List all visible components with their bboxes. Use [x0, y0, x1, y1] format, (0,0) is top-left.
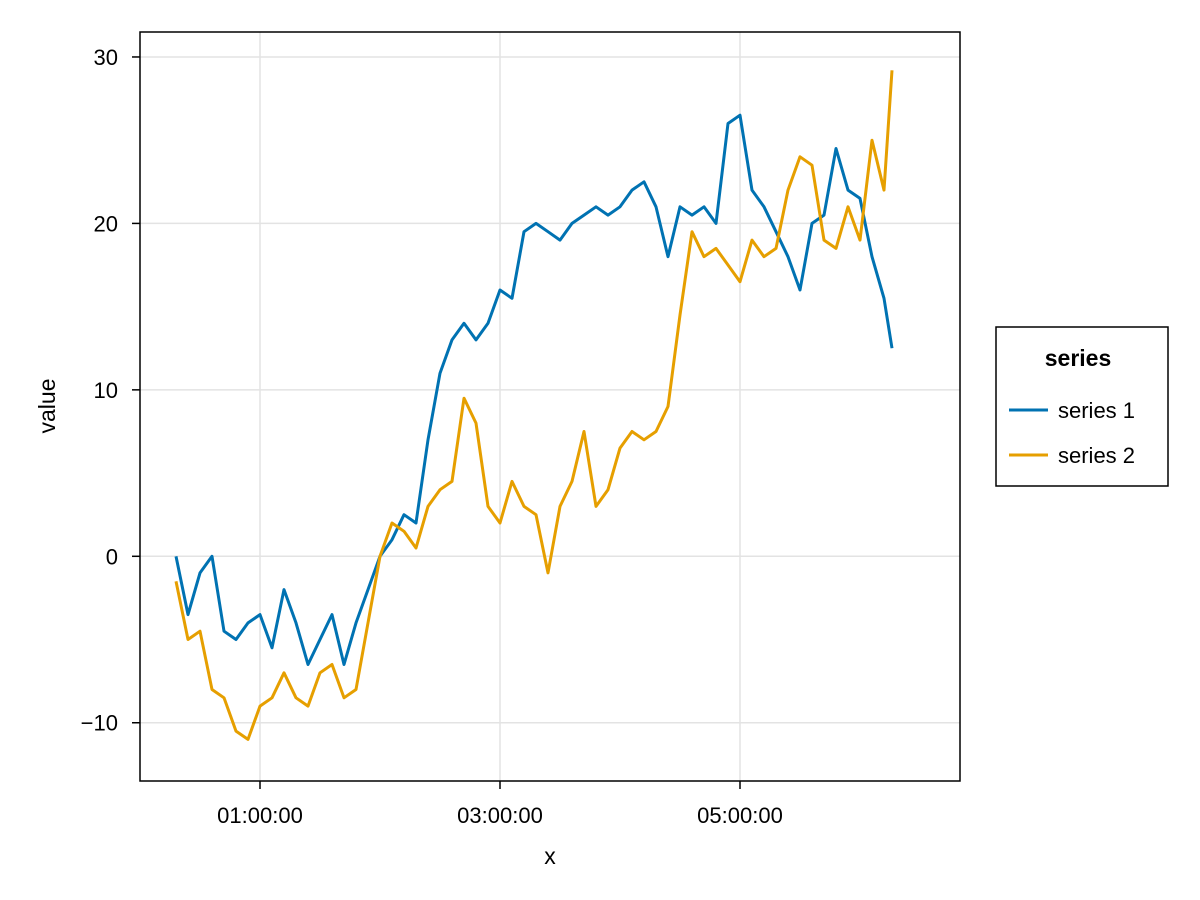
- y-tick-label: 30: [94, 45, 118, 70]
- y-tick-label: 20: [94, 211, 118, 236]
- y-tick-label: −10: [81, 711, 118, 736]
- legend-title: series: [1045, 345, 1112, 371]
- x-tick-label: 01:00:00: [217, 803, 303, 828]
- plot-frame: [139, 31, 961, 782]
- x-tick-label: 05:00:00: [697, 803, 783, 828]
- legend-box: [995, 326, 1169, 487]
- y-axis-label: value: [34, 379, 60, 434]
- series-line-1: [174, 113, 894, 666]
- legend-label-2: series 2: [1058, 443, 1135, 468]
- grid: [140, 32, 960, 781]
- legend-label-1: series 1: [1058, 398, 1135, 423]
- y-tick-label: 10: [94, 378, 118, 403]
- series-lines: [174, 70, 894, 741]
- x-axis-ticks: 01:00:00 03:00:00 05:00:00: [217, 781, 783, 828]
- series-line-2: [174, 70, 894, 741]
- x-axis-label: x: [544, 843, 556, 869]
- x-tick-label: 03:00:00: [457, 803, 543, 828]
- legend: series series 1 series 2: [995, 326, 1169, 487]
- y-tick-label: 0: [106, 544, 118, 569]
- y-axis-ticks: −10 0 10 20 30: [81, 45, 140, 736]
